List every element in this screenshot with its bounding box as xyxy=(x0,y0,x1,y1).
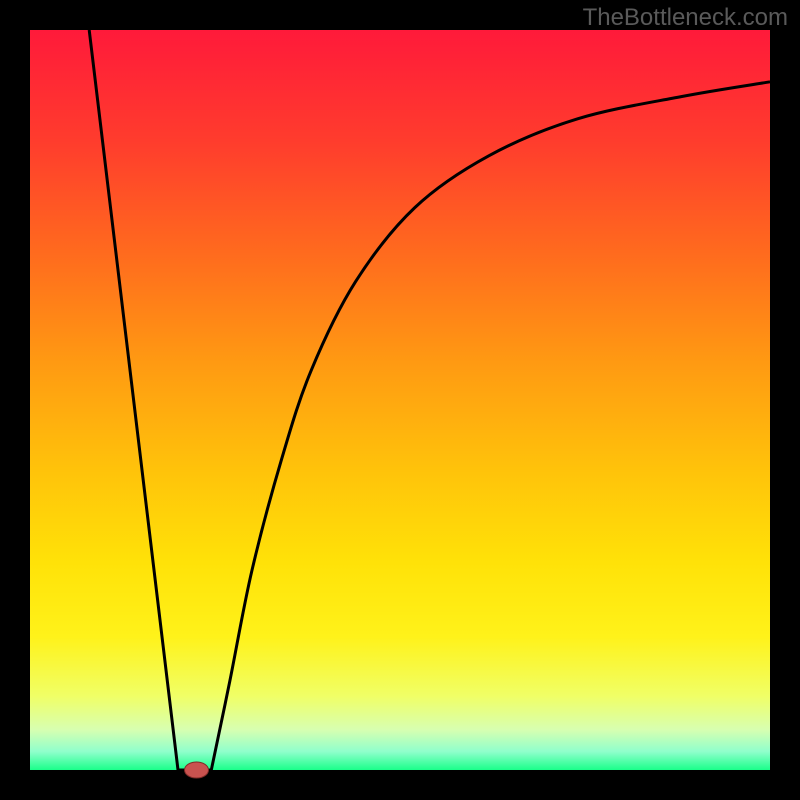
chart-container: TheBottleneck.com xyxy=(0,0,800,800)
optimal-point-marker xyxy=(185,762,209,778)
bottleneck-chart-svg xyxy=(0,0,800,800)
watermark-label: TheBottleneck.com xyxy=(583,4,788,32)
plot-background-gradient xyxy=(30,30,770,770)
